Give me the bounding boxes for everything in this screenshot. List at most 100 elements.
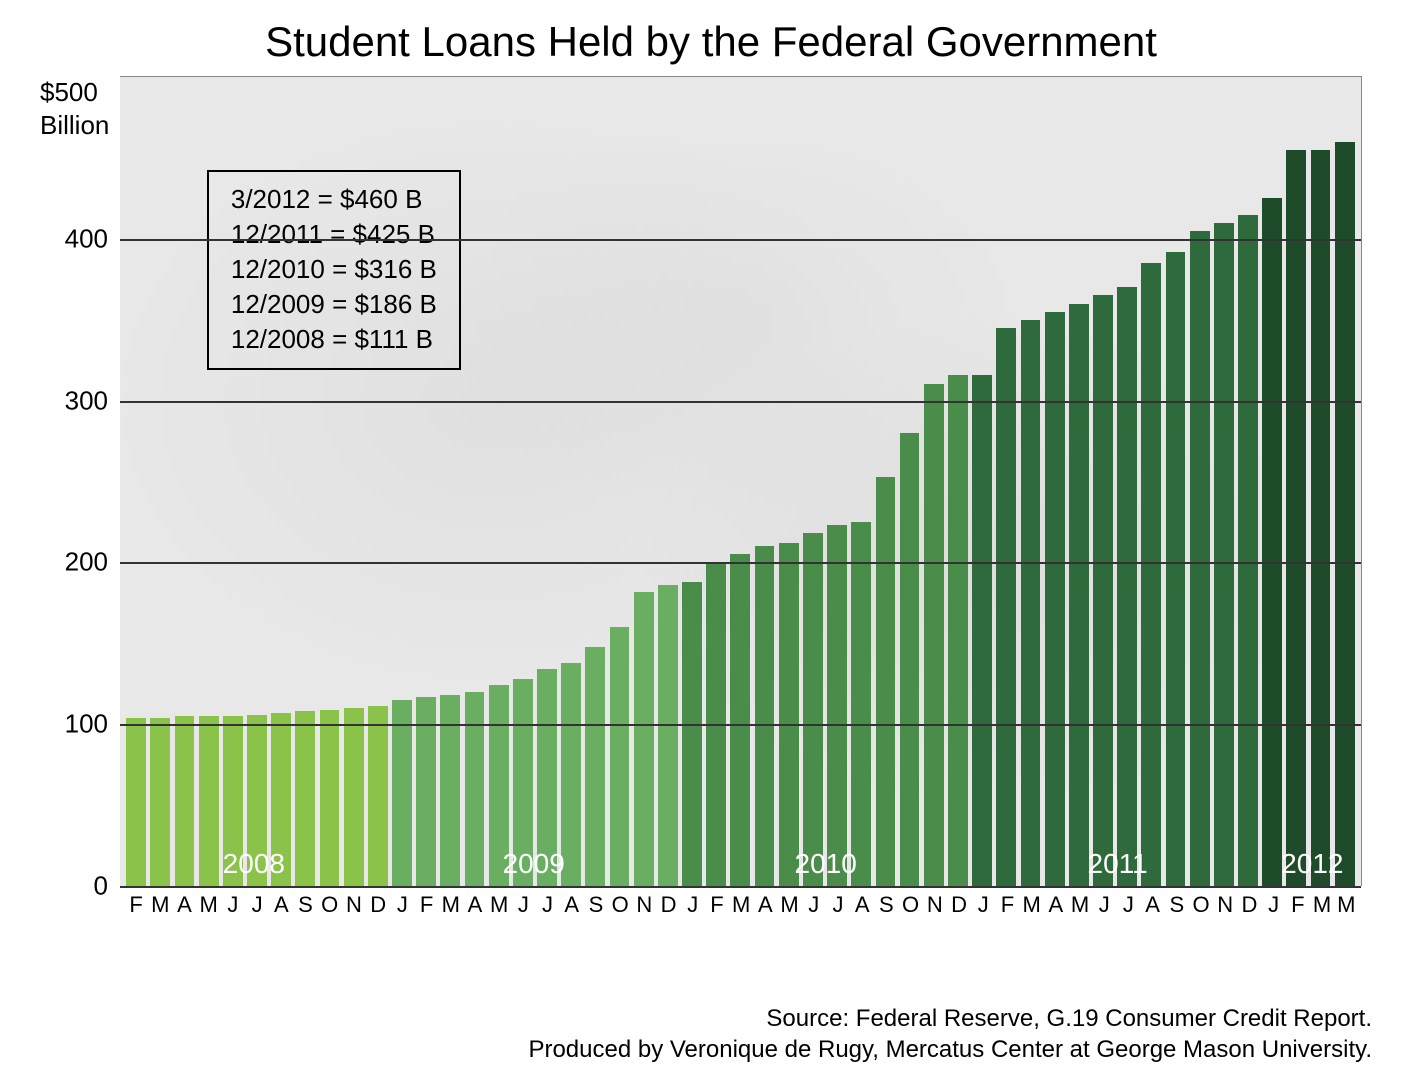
y-tick-label: 100 [65,709,120,740]
source-line-2: Produced by Veronique de Rugy, Mercatus … [528,1034,1372,1065]
bar-slot [922,77,946,886]
bar [585,647,605,886]
x-tick-label: S [1165,886,1189,926]
y-tick-label: 300 [65,385,120,416]
bar-slot [970,77,994,886]
bar-slot [898,77,922,886]
bar [150,718,170,886]
source-attribution: Source: Federal Reserve, G.19 Consumer C… [528,1003,1372,1065]
bar-slot [1091,77,1115,886]
bar-slot [583,77,607,886]
y-top-line2: Billion [40,109,109,142]
bar-slot [680,77,704,886]
x-tick-label: D [656,886,680,926]
bar [1069,304,1089,886]
y-top-line1: $500 [40,76,109,109]
x-tick-label: M [487,886,511,926]
x-tick-label: F [414,886,438,926]
bar [972,375,992,886]
x-tick-label: J [511,886,535,926]
bar [1238,215,1258,886]
bar-slot [849,77,873,886]
y-tick-label: 0 [94,871,120,902]
bar [827,525,847,886]
bar [368,706,388,886]
bar [730,554,750,886]
bar-slot [777,77,801,886]
x-tick-label: M [1068,886,1092,926]
x-tick-label: M [777,886,801,926]
y-axis-top-label: $500 Billion [40,76,109,141]
x-tick-label: J [802,886,826,926]
bar [658,585,678,886]
x-tick-label: S [584,886,608,926]
callout-box: 3/2012 = $460 B12/2011 = $425 B12/2010 =… [207,170,461,369]
gridline [120,724,1361,726]
x-tick-label: O [899,886,923,926]
bar-slot [656,77,680,886]
x-tick-label: J [390,886,414,926]
x-tick-label: J [1116,886,1140,926]
x-tick-label: F [995,886,1019,926]
x-tick-label: A [850,886,874,926]
bar-slot [124,77,148,886]
bar [392,700,412,886]
x-tick-label: M [1020,886,1044,926]
bar-slot [946,77,970,886]
bar [320,710,340,886]
bar-slot [1236,77,1260,886]
x-tick-label: A [1044,886,1068,926]
x-tick-label: S [874,886,898,926]
bar [924,384,944,886]
x-tick-label: A [172,886,196,926]
bar-slot [1163,77,1187,886]
bar-slot [1188,77,1212,886]
bar-slot [994,77,1018,886]
bar-slot [1067,77,1091,886]
bar [900,433,920,886]
bar [561,663,581,886]
x-tick-label: N [923,886,947,926]
bar [755,546,775,886]
chart-container: $500 Billion 3/2012 = $460 B12/2011 = $4… [40,76,1382,946]
bar-slot [1018,77,1042,886]
bar [126,718,146,886]
bar [803,533,823,886]
bar [1214,223,1234,886]
y-tick-label: 400 [65,223,120,254]
x-axis: FMAMJJASONDJFMAMJJASONDJFMAMJJASONDJFMAM… [120,886,1362,926]
source-line-1: Source: Federal Reserve, G.19 Consumer C… [528,1003,1372,1034]
x-tick-label: A [1141,886,1165,926]
x-tick-label: J [535,886,559,926]
bar [1335,142,1355,886]
bar-slot [1308,77,1332,886]
bar-slot [728,77,752,886]
x-tick-label: M [1310,886,1334,926]
bar-slot [487,77,511,886]
callout-line: 12/2009 = $186 B [231,287,437,322]
x-tick-label: O [608,886,632,926]
bar [779,543,799,886]
plot-area: 3/2012 = $460 B12/2011 = $425 B12/2010 =… [120,76,1362,886]
x-tick-label: J [681,886,705,926]
bar [271,713,291,886]
x-tick-label: F [1286,886,1310,926]
gridline [120,239,1361,241]
bar [1166,252,1186,886]
bar-slot [1212,77,1236,886]
bar [682,582,702,886]
x-tick-label: F [705,886,729,926]
bar [489,685,509,886]
gridline [120,401,1361,403]
bar [634,592,654,886]
bar [537,669,557,886]
callout-line: 12/2010 = $316 B [231,252,437,287]
bar [1311,150,1331,886]
bar [199,716,219,886]
bar [465,692,485,886]
x-tick-label: M [1334,886,1358,926]
x-tick-label: A [560,886,584,926]
x-tick-label: N [1213,886,1237,926]
bar [223,716,243,886]
x-tick-label: J [1262,886,1286,926]
